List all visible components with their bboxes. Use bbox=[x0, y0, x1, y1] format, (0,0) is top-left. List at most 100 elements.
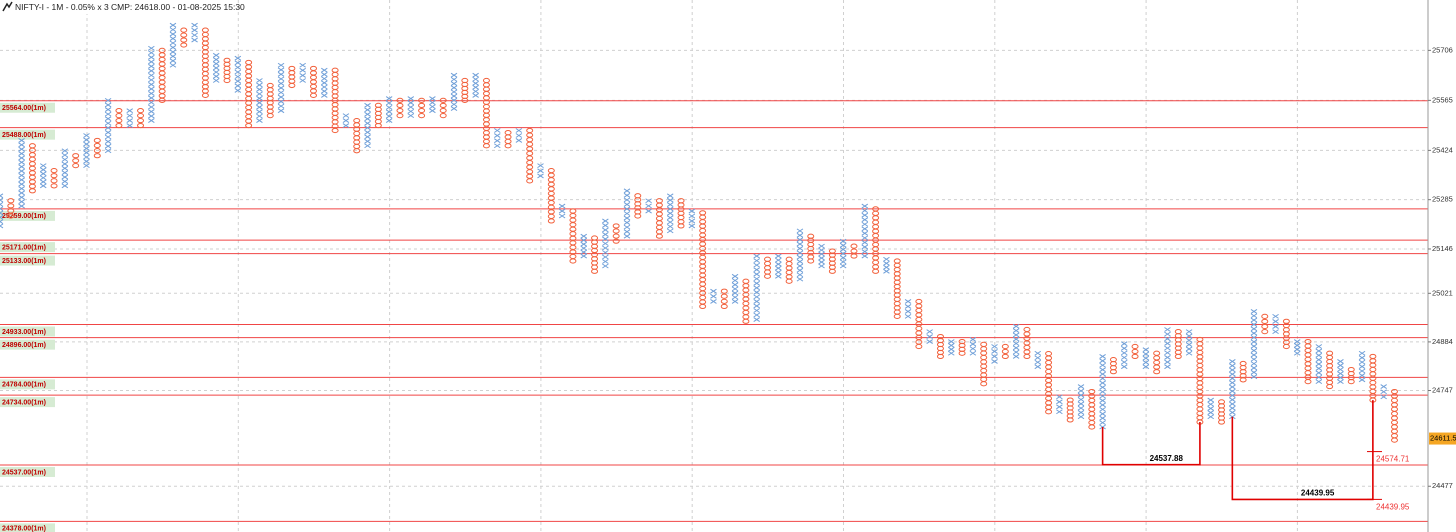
x-box bbox=[1012, 332, 1020, 338]
pnf-column bbox=[828, 248, 836, 274]
pnf-column bbox=[93, 137, 101, 159]
pnf-column bbox=[39, 163, 47, 189]
level-label: 25488.00(1m) bbox=[2, 132, 46, 139]
x-box bbox=[1099, 362, 1106, 368]
x-box bbox=[948, 343, 955, 348]
pnf-column bbox=[1023, 326, 1031, 360]
o-box bbox=[1001, 348, 1009, 355]
x-box bbox=[904, 308, 912, 314]
o-box bbox=[958, 350, 966, 356]
x-box bbox=[515, 128, 523, 133]
x-box bbox=[861, 212, 869, 218]
title-bar bbox=[0, 0, 230, 14]
pnf-column bbox=[1358, 350, 1366, 383]
x-box bbox=[623, 211, 631, 216]
x-box bbox=[1272, 329, 1279, 335]
x-box bbox=[969, 350, 977, 356]
x-box bbox=[775, 265, 782, 271]
x-box bbox=[407, 113, 415, 119]
x-box bbox=[580, 237, 588, 243]
o-box bbox=[807, 258, 815, 264]
x-box bbox=[796, 276, 804, 282]
x-box bbox=[1077, 414, 1085, 420]
x-box bbox=[364, 107, 371, 113]
x-box bbox=[537, 173, 544, 179]
x-box bbox=[148, 54, 155, 60]
o-box bbox=[742, 318, 750, 324]
x-box bbox=[83, 158, 90, 164]
x-box bbox=[277, 76, 285, 82]
x-box bbox=[234, 60, 242, 66]
x-box bbox=[321, 84, 328, 90]
x-box bbox=[148, 77, 155, 83]
x-box bbox=[321, 76, 328, 82]
current-price-box bbox=[1429, 432, 1456, 445]
o-box bbox=[1088, 424, 1096, 430]
pnf-column bbox=[212, 52, 220, 83]
x-box bbox=[18, 138, 25, 143]
x-box bbox=[1229, 358, 1236, 364]
pnf-column bbox=[515, 128, 523, 143]
x-box bbox=[104, 102, 112, 108]
x-box bbox=[234, 78, 242, 84]
x-box bbox=[450, 76, 458, 82]
o-box bbox=[655, 233, 663, 239]
level-label: 24537.00(1m) bbox=[2, 469, 46, 476]
x-box bbox=[83, 141, 90, 147]
x-box bbox=[796, 246, 804, 251]
x-box bbox=[1337, 358, 1344, 364]
x-box bbox=[1120, 355, 1128, 360]
x-box bbox=[753, 253, 760, 259]
pnf-column bbox=[1001, 343, 1009, 360]
x-box bbox=[1012, 328, 1020, 334]
x-box bbox=[493, 128, 501, 133]
x-box bbox=[1012, 323, 1020, 329]
o-box bbox=[764, 273, 772, 279]
pnf-column bbox=[764, 256, 772, 279]
x-box bbox=[169, 49, 177, 55]
x-box bbox=[537, 168, 544, 174]
x-box bbox=[148, 68, 155, 74]
x-box bbox=[450, 106, 458, 111]
x-box bbox=[234, 69, 242, 75]
pnf-column bbox=[223, 57, 231, 84]
x-box bbox=[1272, 319, 1279, 324]
x-box bbox=[1099, 389, 1106, 395]
o-box bbox=[158, 97, 166, 103]
x-box bbox=[926, 329, 933, 335]
level-label-box bbox=[0, 379, 55, 390]
x-box bbox=[1358, 359, 1366, 365]
o-box bbox=[115, 113, 123, 119]
x-box bbox=[0, 210, 4, 216]
x-box bbox=[602, 223, 609, 228]
x-box bbox=[212, 69, 220, 75]
o-box bbox=[418, 113, 426, 119]
pnf-column bbox=[256, 78, 263, 124]
pnf-column bbox=[526, 127, 534, 184]
x-box bbox=[839, 255, 847, 261]
x-box bbox=[212, 61, 220, 67]
pnf-column bbox=[1326, 350, 1334, 390]
x-box bbox=[775, 273, 782, 279]
x-box bbox=[61, 165, 69, 171]
x-box bbox=[731, 299, 739, 304]
o-box bbox=[418, 97, 426, 103]
x-box bbox=[256, 109, 263, 115]
x-box bbox=[1164, 341, 1171, 346]
x-box bbox=[666, 210, 674, 216]
o-box bbox=[180, 32, 188, 38]
pnf-column bbox=[180, 27, 188, 48]
o-box bbox=[50, 178, 58, 184]
x-box bbox=[385, 109, 393, 115]
x-box bbox=[407, 96, 415, 102]
chart-title: NIFTY-I - 1M - 0.05% x 3 CMP: 24618.00 -… bbox=[15, 2, 245, 12]
x-box bbox=[472, 84, 479, 90]
x-box bbox=[753, 271, 760, 277]
x-box bbox=[861, 240, 869, 245]
x-box bbox=[1315, 344, 1323, 349]
o-box bbox=[980, 381, 988, 387]
y-tick-label: 25285 bbox=[1432, 195, 1453, 204]
o-box bbox=[461, 97, 469, 103]
x-box bbox=[623, 224, 631, 230]
